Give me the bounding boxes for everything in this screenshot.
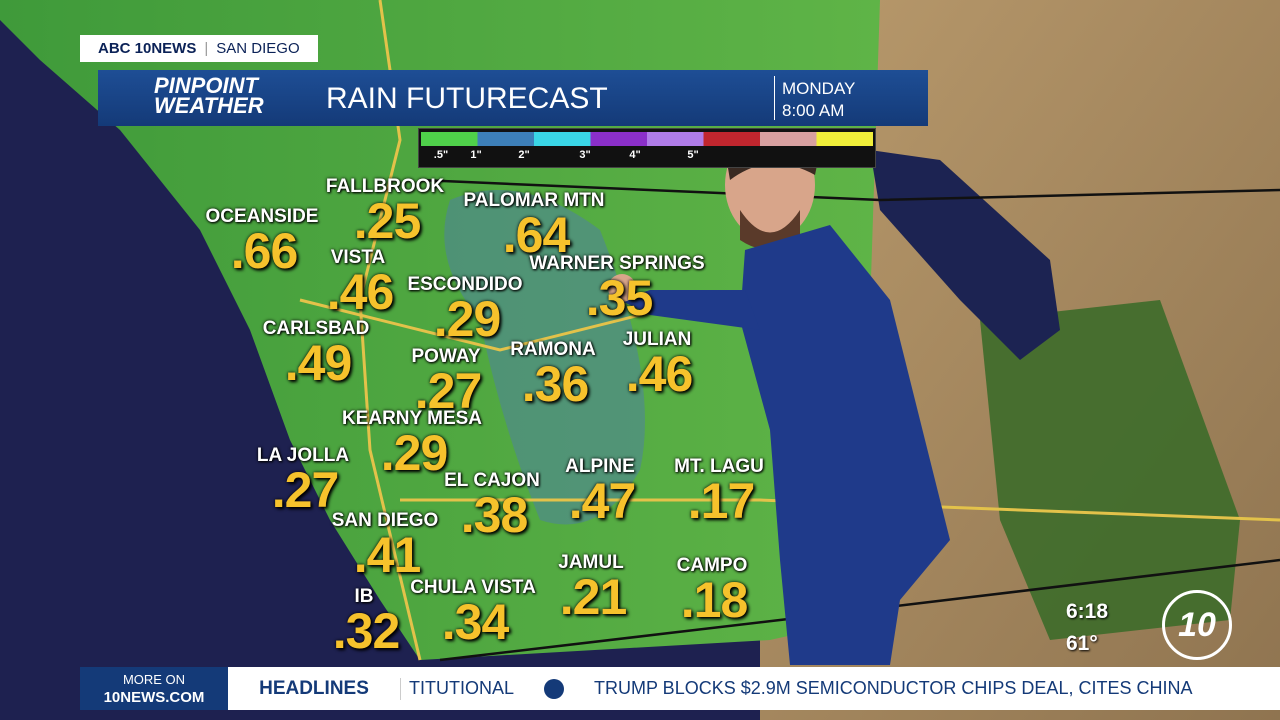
- time: 8:00 AM: [782, 101, 845, 120]
- rain-legend: .5" 1" 2" 3" 4" 5": [418, 128, 876, 168]
- legend-label: .5": [433, 149, 449, 161]
- rain-amount: .47: [568, 473, 637, 529]
- clock: 6:18 61°: [1066, 596, 1108, 660]
- legend-swatch: [647, 132, 704, 146]
- place-name: SAN DIEGO: [331, 510, 439, 531]
- rain-amount: .32: [332, 603, 401, 659]
- rain-amount: .49: [284, 335, 353, 391]
- legend-swatch: [760, 132, 817, 146]
- logo: PINPOINT WEATHER: [154, 73, 264, 118]
- place-name: EL CAJON: [444, 470, 540, 491]
- rain-amount: .25: [353, 193, 422, 249]
- rain-amount: .46: [326, 264, 395, 320]
- rain-amount: .29: [380, 425, 449, 481]
- place-name: PALOMAR MTN: [463, 190, 605, 211]
- rain-amount: .18: [680, 572, 749, 628]
- website: 10NEWS.COM: [103, 689, 205, 706]
- place-name: LA JOLLA: [256, 445, 350, 466]
- legend-swatch: [534, 132, 591, 146]
- rain-amount: .27: [271, 462, 340, 518]
- place-name: ESCONDIDO: [407, 274, 523, 295]
- rain-amount: .34: [441, 594, 510, 650]
- headline-prev: TITUTIONAL: [409, 678, 515, 698]
- legend-label: 3": [579, 149, 591, 161]
- legend-label: 5": [687, 149, 699, 161]
- rain-amount: .64: [502, 207, 571, 263]
- banner-title: RAIN FUTURECAST: [326, 82, 608, 115]
- rain-amount: .36: [521, 356, 590, 412]
- legend-scale: [421, 132, 873, 146]
- place-name: POWAY: [411, 346, 481, 367]
- rain-amount: .21: [559, 569, 628, 625]
- rain-amount: .29: [433, 291, 502, 347]
- rain-amount: .27: [414, 363, 483, 419]
- rain-amount: .46: [625, 346, 694, 402]
- place-name: JAMUL: [558, 552, 624, 573]
- place-name: CAMPO: [676, 555, 748, 576]
- place-name: CHULA VISTA: [410, 577, 536, 598]
- market: SAN DIEGO: [216, 40, 300, 57]
- station-logo: 10: [1162, 590, 1232, 660]
- place-name: OCEANSIDE: [205, 206, 319, 227]
- legend-label: 4": [629, 149, 641, 161]
- place-name: ALPINE: [565, 456, 635, 477]
- legend-label: 1": [470, 149, 482, 161]
- place-name: RAMONA: [510, 339, 596, 360]
- station: ABC 10NEWS: [98, 40, 197, 57]
- rain-amount: .41: [353, 527, 422, 583]
- rain-amount: .35: [585, 270, 654, 326]
- time-now: 6:18: [1066, 600, 1109, 623]
- headline: TRUMP BLOCKS $2.9M SEMICONDUCTOR CHIPS D…: [594, 678, 1193, 698]
- rain-amount: .66: [230, 223, 299, 279]
- logo-line-1: PINPOINT: [154, 73, 258, 98]
- place-name: JULIAN: [622, 329, 692, 350]
- place-name: CARLSBAD: [262, 318, 370, 339]
- headlines-label: HEADLINES: [228, 677, 401, 700]
- more-on-label: MORE ON: [122, 672, 186, 687]
- place-name: MT. LAGU: [674, 456, 764, 477]
- rain-amount: .17: [687, 473, 756, 529]
- place-name: FALLBROOK: [325, 176, 445, 197]
- legend-swatch: [816, 132, 873, 146]
- banner: PINPOINT WEATHER RAIN FUTURECAST MONDAY …: [98, 70, 928, 126]
- legend-swatch: [590, 132, 647, 146]
- day: MONDAY: [782, 79, 856, 98]
- logo-line-2: WEATHER: [154, 93, 264, 118]
- place-name: VISTA: [330, 247, 386, 268]
- place-name: KEARNY MESA: [341, 408, 483, 429]
- rain-amount: .38: [460, 487, 529, 543]
- legend-swatch: [703, 132, 760, 146]
- station-bar: ABC 10NEWS | SAN DIEGO: [80, 35, 318, 62]
- legend-swatch: [421, 132, 478, 146]
- place-name: WARNER SPRINGS: [529, 253, 705, 274]
- forecast-time: MONDAY 8:00 AM: [782, 78, 855, 122]
- temperature: 61°: [1066, 632, 1098, 655]
- legend-swatch: [477, 132, 534, 146]
- legend-label: 2": [518, 149, 530, 161]
- more-on: MORE ON 10NEWS.COM: [80, 667, 228, 710]
- ticker: MORE ON 10NEWS.COM HEADLINES TITUTIONAL …: [80, 667, 1280, 710]
- place-name: IB: [354, 586, 374, 607]
